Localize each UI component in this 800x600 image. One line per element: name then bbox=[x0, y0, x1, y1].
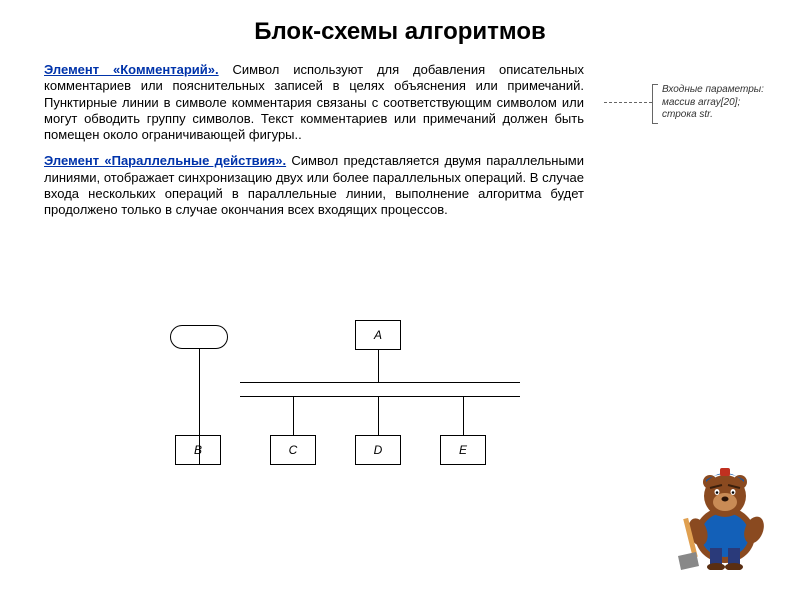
content-area: Элемент «Комментарий». Символ используют… bbox=[44, 62, 584, 228]
page-title: Блок-схемы алгоритмов bbox=[0, 0, 800, 60]
connector-5 bbox=[463, 396, 464, 435]
parallel-bar-1 bbox=[240, 382, 520, 383]
comment-bracket bbox=[652, 84, 658, 124]
connector-1 bbox=[199, 349, 200, 465]
connector-3 bbox=[293, 396, 294, 435]
comment-dashed-line bbox=[604, 102, 652, 103]
connector-4 bbox=[378, 396, 379, 435]
diagram-box-b: B bbox=[175, 435, 221, 465]
comment-line-1: Входные параметры: bbox=[662, 84, 792, 97]
connector-2 bbox=[378, 350, 379, 382]
diagram-box-a: A bbox=[355, 320, 401, 350]
diagram-box-e: E bbox=[440, 435, 486, 465]
paragraph-comment: Элемент «Комментарий». Символ используют… bbox=[44, 62, 584, 143]
diagram-box-c: C bbox=[270, 435, 316, 465]
diagram-terminator bbox=[170, 325, 228, 349]
paragraph-parallel: Элемент «Параллельные действия». Символ … bbox=[44, 153, 584, 218]
diagram-box-d: D bbox=[355, 435, 401, 465]
parallel-bar-2 bbox=[240, 396, 520, 397]
lead-parallel: Элемент «Параллельные действия». bbox=[44, 153, 286, 168]
comment-text-block: Входные параметры: массив array[20]; стр… bbox=[662, 84, 792, 122]
comment-symbol-illustration: Входные параметры: массив array[20]; стр… bbox=[604, 80, 794, 135]
comment-line-3: строка str. bbox=[662, 109, 792, 122]
parallel-diagram: A B C D E bbox=[130, 320, 530, 480]
lead-comment: Элемент «Комментарий». bbox=[44, 62, 219, 77]
mascot-bear-icon bbox=[670, 460, 780, 570]
comment-line-2: массив array[20]; bbox=[662, 97, 792, 110]
